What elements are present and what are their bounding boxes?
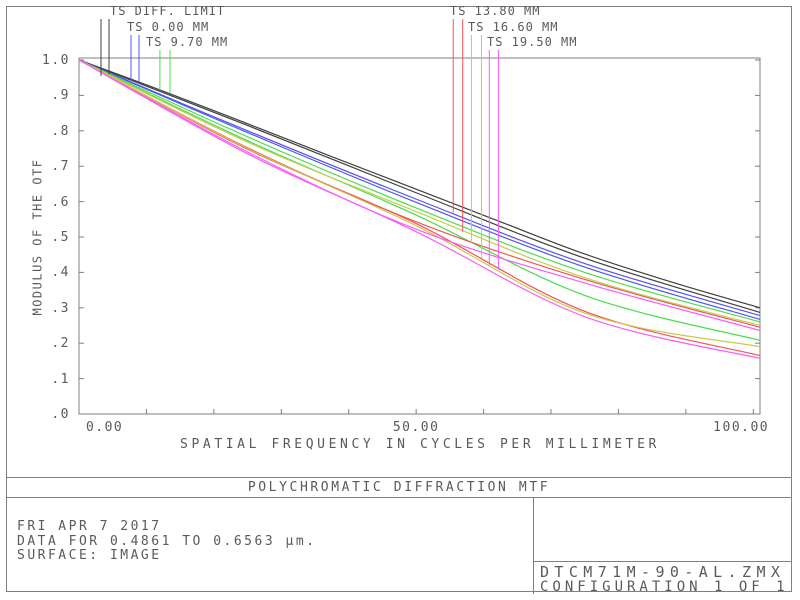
config-box-divider-horizontal <box>533 561 792 562</box>
x-tick-label: 100.00 <box>713 420 770 435</box>
x-tick-label: 50.00 <box>392 420 440 435</box>
legend-label: TS DIFF. LIMIT <box>110 4 226 18</box>
y-tick-label: 1.0 <box>42 53 70 68</box>
mtf-curve-s-ts-9.70-mm <box>78 59 761 323</box>
legend-label: TS 16.60 MM <box>468 20 559 34</box>
mtf-curve-s-ts-19.50-mm <box>78 59 761 332</box>
mtf-curve-s-ts-0.00-mm <box>78 59 761 317</box>
x-tick-label: 0.00 <box>85 420 124 435</box>
surface-text: SURFACE: IMAGE <box>17 548 162 563</box>
y-tick-label: .3 <box>51 300 70 316</box>
mtf-curve-s-ts-16.60-mm <box>78 59 761 327</box>
chart-title-band: POLYCHROMATIC DIFFRACTION MTF <box>6 477 792 498</box>
y-tick-label: .6 <box>51 194 70 210</box>
plot-frame <box>78 57 761 415</box>
y-tick-label: .9 <box>51 88 70 104</box>
legend-label: TS 13.80 MM <box>450 4 541 18</box>
mtf-curve-s-ts-diff.-limit <box>78 59 761 309</box>
legend-label: TS 19.50 MM <box>487 35 578 49</box>
y-tick-label: .5 <box>51 230 70 245</box>
chart-title: POLYCHROMATIC DIFFRACTION MTF <box>247 480 551 495</box>
y-tick-label: .4 <box>51 265 70 281</box>
y-tick-label: .2 <box>51 336 70 352</box>
legend-label: TS 9.70 MM <box>146 35 229 49</box>
date-text: FRI APR 7 2017 <box>17 519 162 534</box>
y-tick-label: .1 <box>51 371 70 387</box>
wavelength-data-text: DATA FOR 0.4861 TO 0.6563 µm. <box>17 534 317 549</box>
mtf-curve-t-ts-13.80-mm <box>78 59 761 357</box>
config-box-divider-vertical <box>533 498 534 594</box>
mtf-curve-t-ts-9.70-mm <box>78 59 761 341</box>
mtf-plot-canvas <box>78 19 761 415</box>
x-axis-title: SPATIAL FREQUENCY IN CYCLES PER MILLIMET… <box>180 437 660 452</box>
configuration-text: CONFIGURATION 1 OF 1 <box>540 579 789 595</box>
lens-file-name: DTCM71M-90-AL.ZMX <box>540 563 786 581</box>
page-border <box>6 6 792 592</box>
mtf-curve-t-ts-0.00-mm <box>78 59 761 321</box>
y-tick-label: .0 <box>51 407 70 422</box>
mtf-curve-t-ts-19.50-mm <box>78 59 761 360</box>
mtf-curve-t-ts-diff.-limit <box>78 59 761 313</box>
y-tick-label: .8 <box>51 123 70 139</box>
y-tick-label: .7 <box>51 159 70 175</box>
legend-label: TS 0.00 MM <box>127 20 210 34</box>
mtf-curve-t-ts-16.60-mm <box>78 59 761 348</box>
